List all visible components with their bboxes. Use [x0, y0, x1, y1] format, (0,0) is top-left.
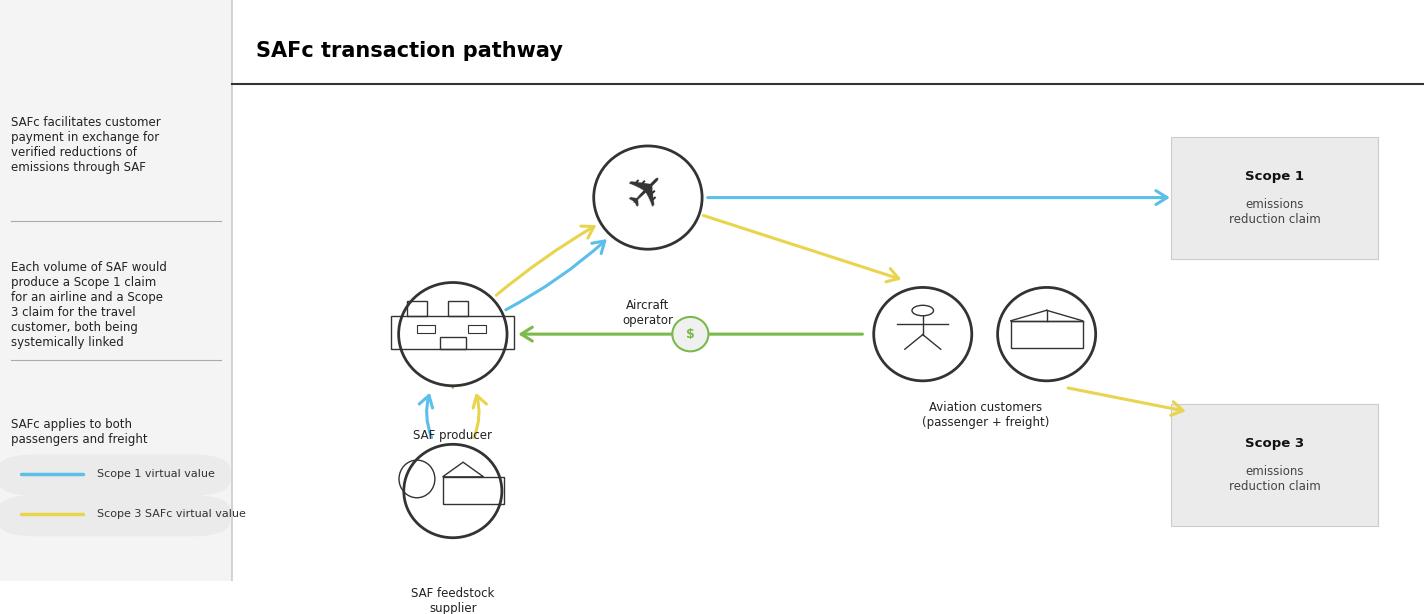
Ellipse shape: [874, 287, 971, 381]
Text: Aircraft
operator: Aircraft operator: [622, 298, 674, 327]
FancyBboxPatch shape: [1171, 404, 1378, 526]
FancyArrowPatch shape: [1068, 388, 1183, 415]
FancyArrowPatch shape: [521, 327, 863, 341]
Bar: [447, 301, 468, 316]
FancyBboxPatch shape: [1171, 136, 1378, 258]
Text: SAFc transaction pathway: SAFc transaction pathway: [256, 41, 564, 61]
Bar: [392, 316, 514, 349]
Bar: [407, 301, 427, 316]
Bar: [440, 336, 466, 349]
FancyBboxPatch shape: [0, 495, 231, 537]
FancyArrowPatch shape: [703, 216, 899, 282]
Ellipse shape: [672, 317, 708, 351]
Bar: [468, 325, 486, 333]
FancyBboxPatch shape: [0, 454, 231, 495]
Text: Aviation customers
(passenger + freight): Aviation customers (passenger + freight): [921, 401, 1049, 429]
Text: Scope 1 virtual value: Scope 1 virtual value: [97, 468, 215, 478]
Text: emissions
reduction claim: emissions reduction claim: [1229, 198, 1320, 225]
Ellipse shape: [998, 287, 1095, 381]
FancyBboxPatch shape: [232, 0, 1424, 581]
Ellipse shape: [399, 282, 507, 386]
Text: SAF producer: SAF producer: [413, 429, 493, 442]
Text: emissions
reduction claim: emissions reduction claim: [1229, 465, 1320, 493]
Text: Scope 1: Scope 1: [1245, 170, 1304, 183]
FancyArrowPatch shape: [708, 190, 1168, 204]
FancyArrowPatch shape: [506, 241, 605, 310]
Text: SAF feedstock
supplier: SAF feedstock supplier: [412, 587, 494, 614]
Ellipse shape: [404, 445, 501, 538]
Text: Scope 3: Scope 3: [1245, 437, 1304, 451]
FancyArrowPatch shape: [496, 226, 594, 295]
Bar: [443, 477, 504, 504]
FancyArrowPatch shape: [446, 351, 460, 387]
Text: SAFc facilitates customer
payment in exchange for
verified reductions of
emissio: SAFc facilitates customer payment in exc…: [11, 116, 161, 174]
Text: SAFc applies to both
passengers and freight: SAFc applies to both passengers and frei…: [11, 418, 148, 446]
Text: $: $: [686, 328, 695, 341]
Ellipse shape: [594, 146, 702, 249]
Text: Scope 3 SAFc virtual value: Scope 3 SAFc virtual value: [97, 509, 246, 519]
Bar: [417, 325, 434, 333]
Text: ✈: ✈: [617, 160, 679, 223]
FancyArrowPatch shape: [419, 395, 433, 438]
Text: Each volume of SAF would
produce a Scope 1 claim
for an airline and a Scope
3 cl: Each volume of SAF would produce a Scope…: [11, 262, 167, 349]
FancyArrowPatch shape: [473, 395, 487, 438]
Bar: [1011, 321, 1082, 348]
FancyBboxPatch shape: [0, 0, 232, 581]
